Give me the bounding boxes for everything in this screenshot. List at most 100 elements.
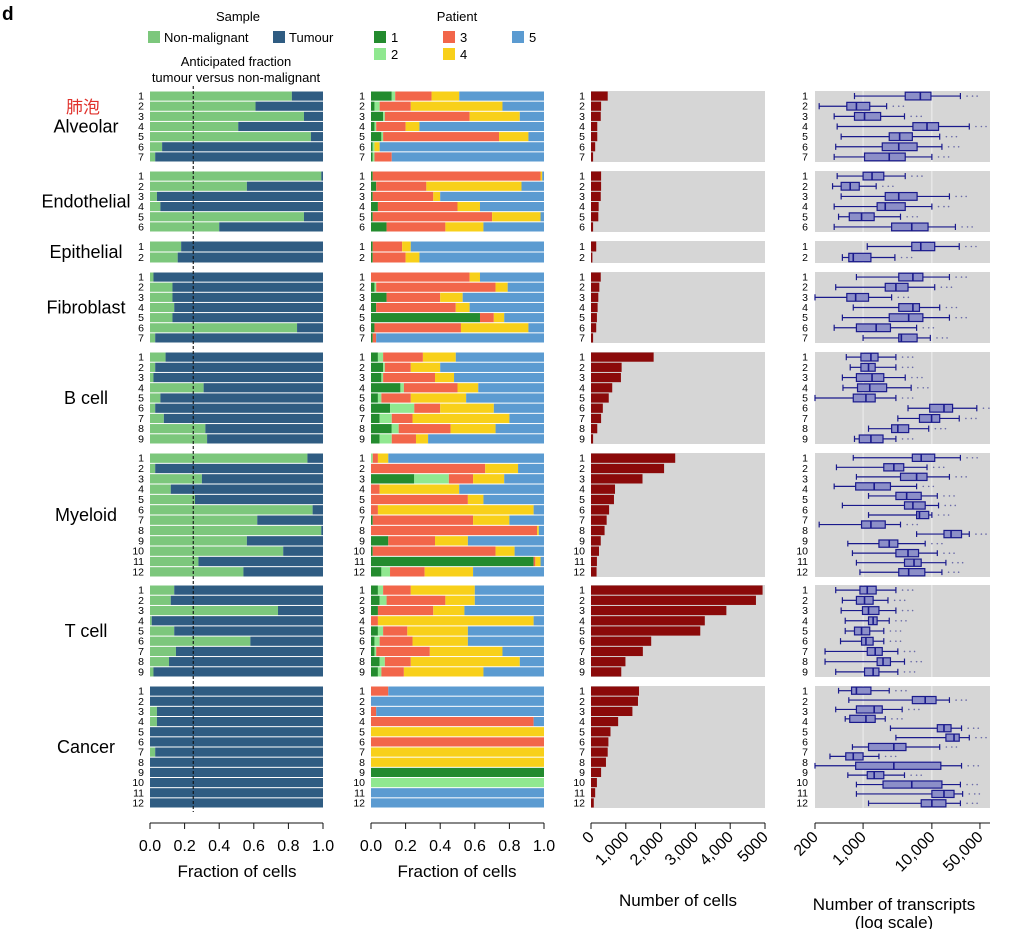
box-outlier (907, 438, 909, 440)
box-outlier (936, 337, 938, 339)
box-outlier (900, 689, 903, 692)
box-outlier (903, 671, 906, 673)
bar-patient-4 (431, 91, 460, 101)
bar-patient-4 (410, 101, 503, 111)
cluster-label: 3 (359, 292, 365, 304)
bar-tumour (150, 798, 323, 808)
box-outlier (965, 417, 967, 420)
bar-patient-4 (424, 567, 474, 577)
bar-tumour (153, 667, 323, 677)
bar-patient-4 (403, 667, 484, 677)
box-outlier (975, 417, 977, 420)
cluster-label: 7 (359, 515, 365, 527)
bar-patient-5 (514, 546, 544, 556)
bar-tumour (283, 546, 323, 556)
bar-patient-4 (493, 313, 505, 323)
box-outlier (971, 226, 973, 228)
box-outlier (911, 366, 914, 369)
bar-patient-5 (419, 121, 544, 132)
bar-nonmalignant (150, 222, 220, 232)
bar-patient-5 (467, 626, 544, 636)
box-outlier (953, 552, 955, 554)
bar-patient-2 (371, 778, 544, 788)
bar-patient-4 (435, 536, 468, 546)
cluster-label: 5 (138, 393, 144, 405)
box-iqr (867, 742, 907, 752)
legend-label-nonmalignant: Non-malignant (164, 30, 249, 45)
bar-patient-2 (379, 413, 392, 424)
bar-patient-4 (473, 515, 510, 525)
cluster-label: 8 (138, 525, 144, 537)
bar-tumour (156, 717, 323, 727)
cluster-label: 4 (579, 484, 585, 496)
box-outlier (901, 438, 904, 440)
cluster-label: 9 (579, 666, 585, 678)
bar-nonmalignant (150, 403, 156, 413)
box-outlier (955, 699, 957, 701)
box-outlier (911, 609, 914, 612)
bar-cell-count (591, 282, 600, 292)
box-outlier (921, 175, 923, 177)
bar-cell-count (591, 657, 626, 667)
cluster-label: 6 (138, 736, 144, 748)
box-outlier (965, 699, 967, 701)
box-outlier (941, 337, 944, 339)
bar-cell-count (591, 686, 640, 696)
bar-patient-2 (400, 383, 404, 393)
box-outlier (916, 175, 919, 177)
bar-patient-3 (377, 202, 458, 212)
bar-patient-3 (371, 463, 486, 474)
cluster-label: 3 (138, 191, 144, 203)
transcript-tick-label: 50,000 (940, 829, 987, 876)
bar-cell-count (591, 616, 705, 626)
box-outlier (977, 764, 980, 767)
patient-tick-label: 1.0 (533, 838, 555, 855)
box-outlier (940, 427, 942, 430)
bar-tumour (278, 605, 323, 616)
bar-patient-4 (422, 352, 456, 362)
bar-patient-4 (426, 181, 522, 191)
bar-patient-1 (371, 393, 378, 403)
bar-patient-4 (433, 605, 465, 616)
bar-patient-5 (459, 484, 544, 494)
cluster-label: 7 (579, 515, 585, 527)
bar-nonmalignant (150, 747, 156, 757)
transcript-panel-bg-endothelial (815, 171, 990, 232)
cluster-label: 12 (132, 566, 144, 578)
box-iqr (888, 313, 924, 323)
box-outlier (966, 95, 968, 97)
count-panel-bg-epithelial (591, 241, 765, 263)
cluster-label: 9 (802, 666, 808, 678)
box-iqr (849, 714, 876, 724)
bar-cell-count (591, 463, 665, 474)
bar-patient-4 (469, 111, 520, 121)
box-outlier (901, 366, 904, 369)
box-outlier (951, 306, 953, 309)
bar-tumour (160, 393, 323, 403)
bar-patient-3 (381, 393, 411, 403)
bar-tumour (155, 362, 323, 372)
bar-patient-4 (377, 505, 534, 515)
bar-patient-4 (469, 272, 480, 282)
box-outlier (916, 523, 919, 526)
bar-patient-3 (391, 434, 416, 444)
bar-patient-1 (371, 626, 378, 636)
bar-patient-1 (371, 636, 375, 646)
cluster-label: 2 (359, 181, 365, 193)
cluster-label: 1 (138, 585, 144, 597)
bar-patient-3 (383, 352, 423, 362)
bar-nonmalignant (150, 567, 244, 577)
box-outlier (976, 783, 978, 786)
bar-patient-4 (377, 616, 534, 626)
bar-patient-4 (445, 595, 475, 605)
cluster-label: 3 (138, 111, 144, 123)
cluster-label: 4 (579, 716, 585, 728)
bar-cell-count (591, 434, 594, 444)
box-iqr (881, 142, 918, 152)
bar-patient-3 (376, 302, 456, 313)
bar-nonmalignant (150, 657, 170, 667)
bar-patient-1 (371, 241, 373, 252)
cluster-label: 7 (802, 747, 808, 759)
group-label-b-cell: B cell (64, 388, 108, 408)
bar-patient-5 (518, 463, 544, 474)
